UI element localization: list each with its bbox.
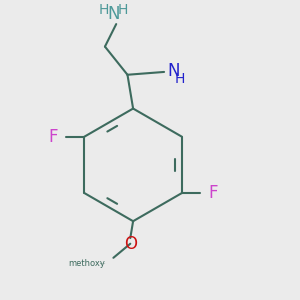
- Text: F: F: [48, 128, 58, 146]
- Text: H: H: [174, 72, 185, 86]
- Text: O: O: [124, 235, 137, 253]
- Text: N: N: [107, 5, 120, 23]
- Text: F: F: [208, 184, 218, 202]
- Text: methoxy: methoxy: [100, 263, 106, 264]
- Text: N: N: [167, 61, 179, 80]
- Text: H: H: [118, 3, 128, 17]
- Text: methoxy: methoxy: [68, 259, 105, 268]
- Text: H: H: [98, 3, 109, 17]
